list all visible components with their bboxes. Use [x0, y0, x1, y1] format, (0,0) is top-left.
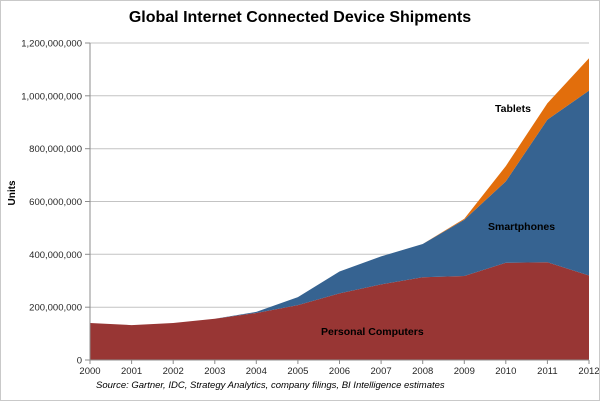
x-tick-label: 2001: [121, 366, 142, 377]
x-tick-label: 2005: [287, 366, 308, 377]
series-label-smartphones: Smartphones: [488, 221, 556, 233]
area-tablets: [90, 58, 589, 326]
x-tick-label: 2008: [412, 366, 433, 377]
x-tick-label: 2002: [163, 366, 184, 377]
y-tick-label: 0: [77, 356, 82, 367]
x-tick-label: 2003: [204, 366, 225, 377]
y-tick-label: 400,000,000: [29, 250, 82, 261]
x-tick-label: 2010: [495, 366, 516, 377]
series-label-personal-computers: Personal Computers: [321, 326, 424, 338]
x-tick-label: 2007: [371, 366, 392, 377]
y-tick-label: 600,000,000: [29, 197, 82, 208]
x-tick-label: 2004: [246, 366, 267, 377]
x-tick-label: 2012: [578, 366, 599, 377]
x-tick-label: 2011: [537, 366, 557, 377]
y-tick-label: 800,000,000: [29, 144, 82, 155]
y-tick-label: 1,200,000,000: [21, 39, 82, 50]
y-axis-title: Units: [7, 180, 18, 206]
area-personal-computers: [90, 262, 589, 360]
x-tick-label: 2009: [454, 366, 475, 377]
area-smartphones: [90, 90, 589, 326]
chart-title: Global Internet Connected Device Shipmen…: [128, 9, 472, 26]
y-tick-label: 1,000,000,000: [21, 91, 82, 102]
source-note: Source: Gartner, IDC, Strategy Analytics…: [96, 380, 445, 391]
series-label-tablets: Tablets: [495, 103, 531, 115]
x-tick-label: 2000: [79, 366, 100, 377]
x-tick-label: 2006: [329, 366, 350, 377]
y-tick-label: 200,000,000: [29, 303, 82, 314]
